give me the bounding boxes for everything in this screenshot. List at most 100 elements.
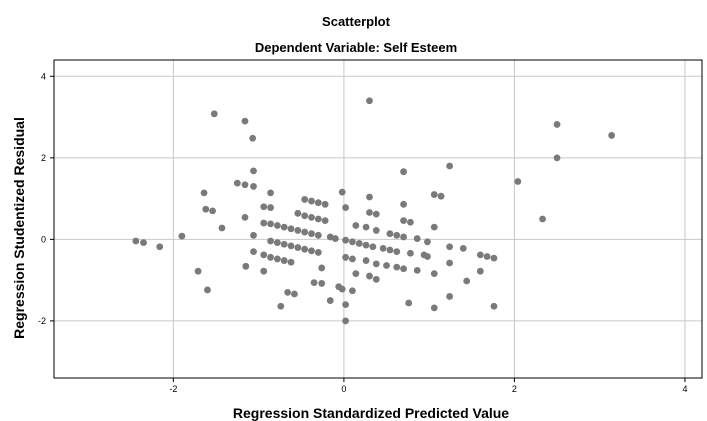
data-point [430,191,438,198]
data-point [308,197,315,205]
data-point [242,262,250,270]
data-point [366,97,373,105]
data-point [366,272,373,280]
data-point [250,182,257,190]
data-point [277,302,285,310]
data-point [204,286,211,294]
data-point [308,230,315,238]
data-point [413,266,421,274]
data-point [349,287,356,295]
data-point [459,244,467,252]
data-point [267,189,274,197]
data-point [476,251,484,259]
data-point [301,196,309,203]
data-point [400,217,407,225]
data-point [342,317,349,325]
data-point [267,237,274,245]
data-point [314,199,322,207]
plot-area: -2 0 2 4 -2 0 2 4 [38,59,703,394]
data-point [352,270,360,278]
y-tick-label: 0 [41,234,46,244]
data-point [383,262,390,269]
chart-subtitle: Dependent Variable: Self Esteem [255,40,457,55]
data-point [241,181,249,189]
data-point [407,249,414,257]
x-axis-title: Regression Standardized Predicted Value [233,405,509,421]
data-point [372,275,380,283]
data-point [194,267,202,275]
data-point [294,244,302,251]
data-point [400,233,407,241]
data-point [349,255,356,263]
data-point [280,257,288,264]
data-point [338,285,346,293]
data-point [318,264,326,272]
data-point [400,265,407,273]
data-point [490,302,498,310]
y-tick-label: 2 [41,153,46,163]
data-point [273,255,281,263]
chart-title: Scatterplot [322,14,391,29]
data-point [400,168,407,176]
data-point [267,220,274,228]
data-point [430,223,438,231]
data-point [490,254,498,262]
x-tick-label: 2 [512,384,517,394]
data-point [393,231,401,239]
data-point [267,253,274,261]
x-tick-label: 0 [341,384,346,394]
data-point [318,280,326,287]
data-point [291,290,298,298]
data-point [514,178,522,185]
data-point [463,277,471,285]
data-point [430,270,438,278]
data-point [355,240,363,247]
data-point [250,248,257,256]
data-point [310,279,318,286]
data-point [209,207,216,215]
data-point [200,189,208,197]
data-point [372,210,380,218]
data-point [366,209,373,216]
data-point [210,110,218,118]
data-point [407,218,414,226]
data-point [287,258,295,266]
y-tick-label: 4 [41,71,46,81]
data-point [260,267,268,275]
data-point [608,132,616,139]
data-point [446,259,454,267]
data-point [241,213,249,221]
data-point [273,239,281,247]
data-point [483,253,491,260]
data-point [156,243,164,251]
data-point [393,248,401,256]
data-point [539,215,546,223]
data-point [366,193,373,201]
data-point [362,223,370,231]
data-point [267,204,274,211]
data-point [233,179,241,187]
data-point [294,209,302,217]
y-tick-label: -2 [38,316,46,326]
data-point [405,299,413,307]
data-point [260,251,268,259]
data-point [362,241,370,249]
data-point [273,222,281,229]
data-point [260,203,268,211]
data-point [400,200,407,208]
data-point [553,121,561,128]
data-point [476,267,484,275]
data-point [294,227,302,234]
data-point [250,167,257,175]
data-point [314,231,322,239]
data-point [284,288,292,296]
data-point [362,257,370,264]
data-point [314,215,322,223]
data-point [553,154,561,162]
data-point [352,222,360,229]
data-point [349,238,356,246]
x-tick-label: 4 [682,384,687,394]
data-point [308,247,315,255]
data-point [379,244,387,252]
data-point [308,213,315,221]
